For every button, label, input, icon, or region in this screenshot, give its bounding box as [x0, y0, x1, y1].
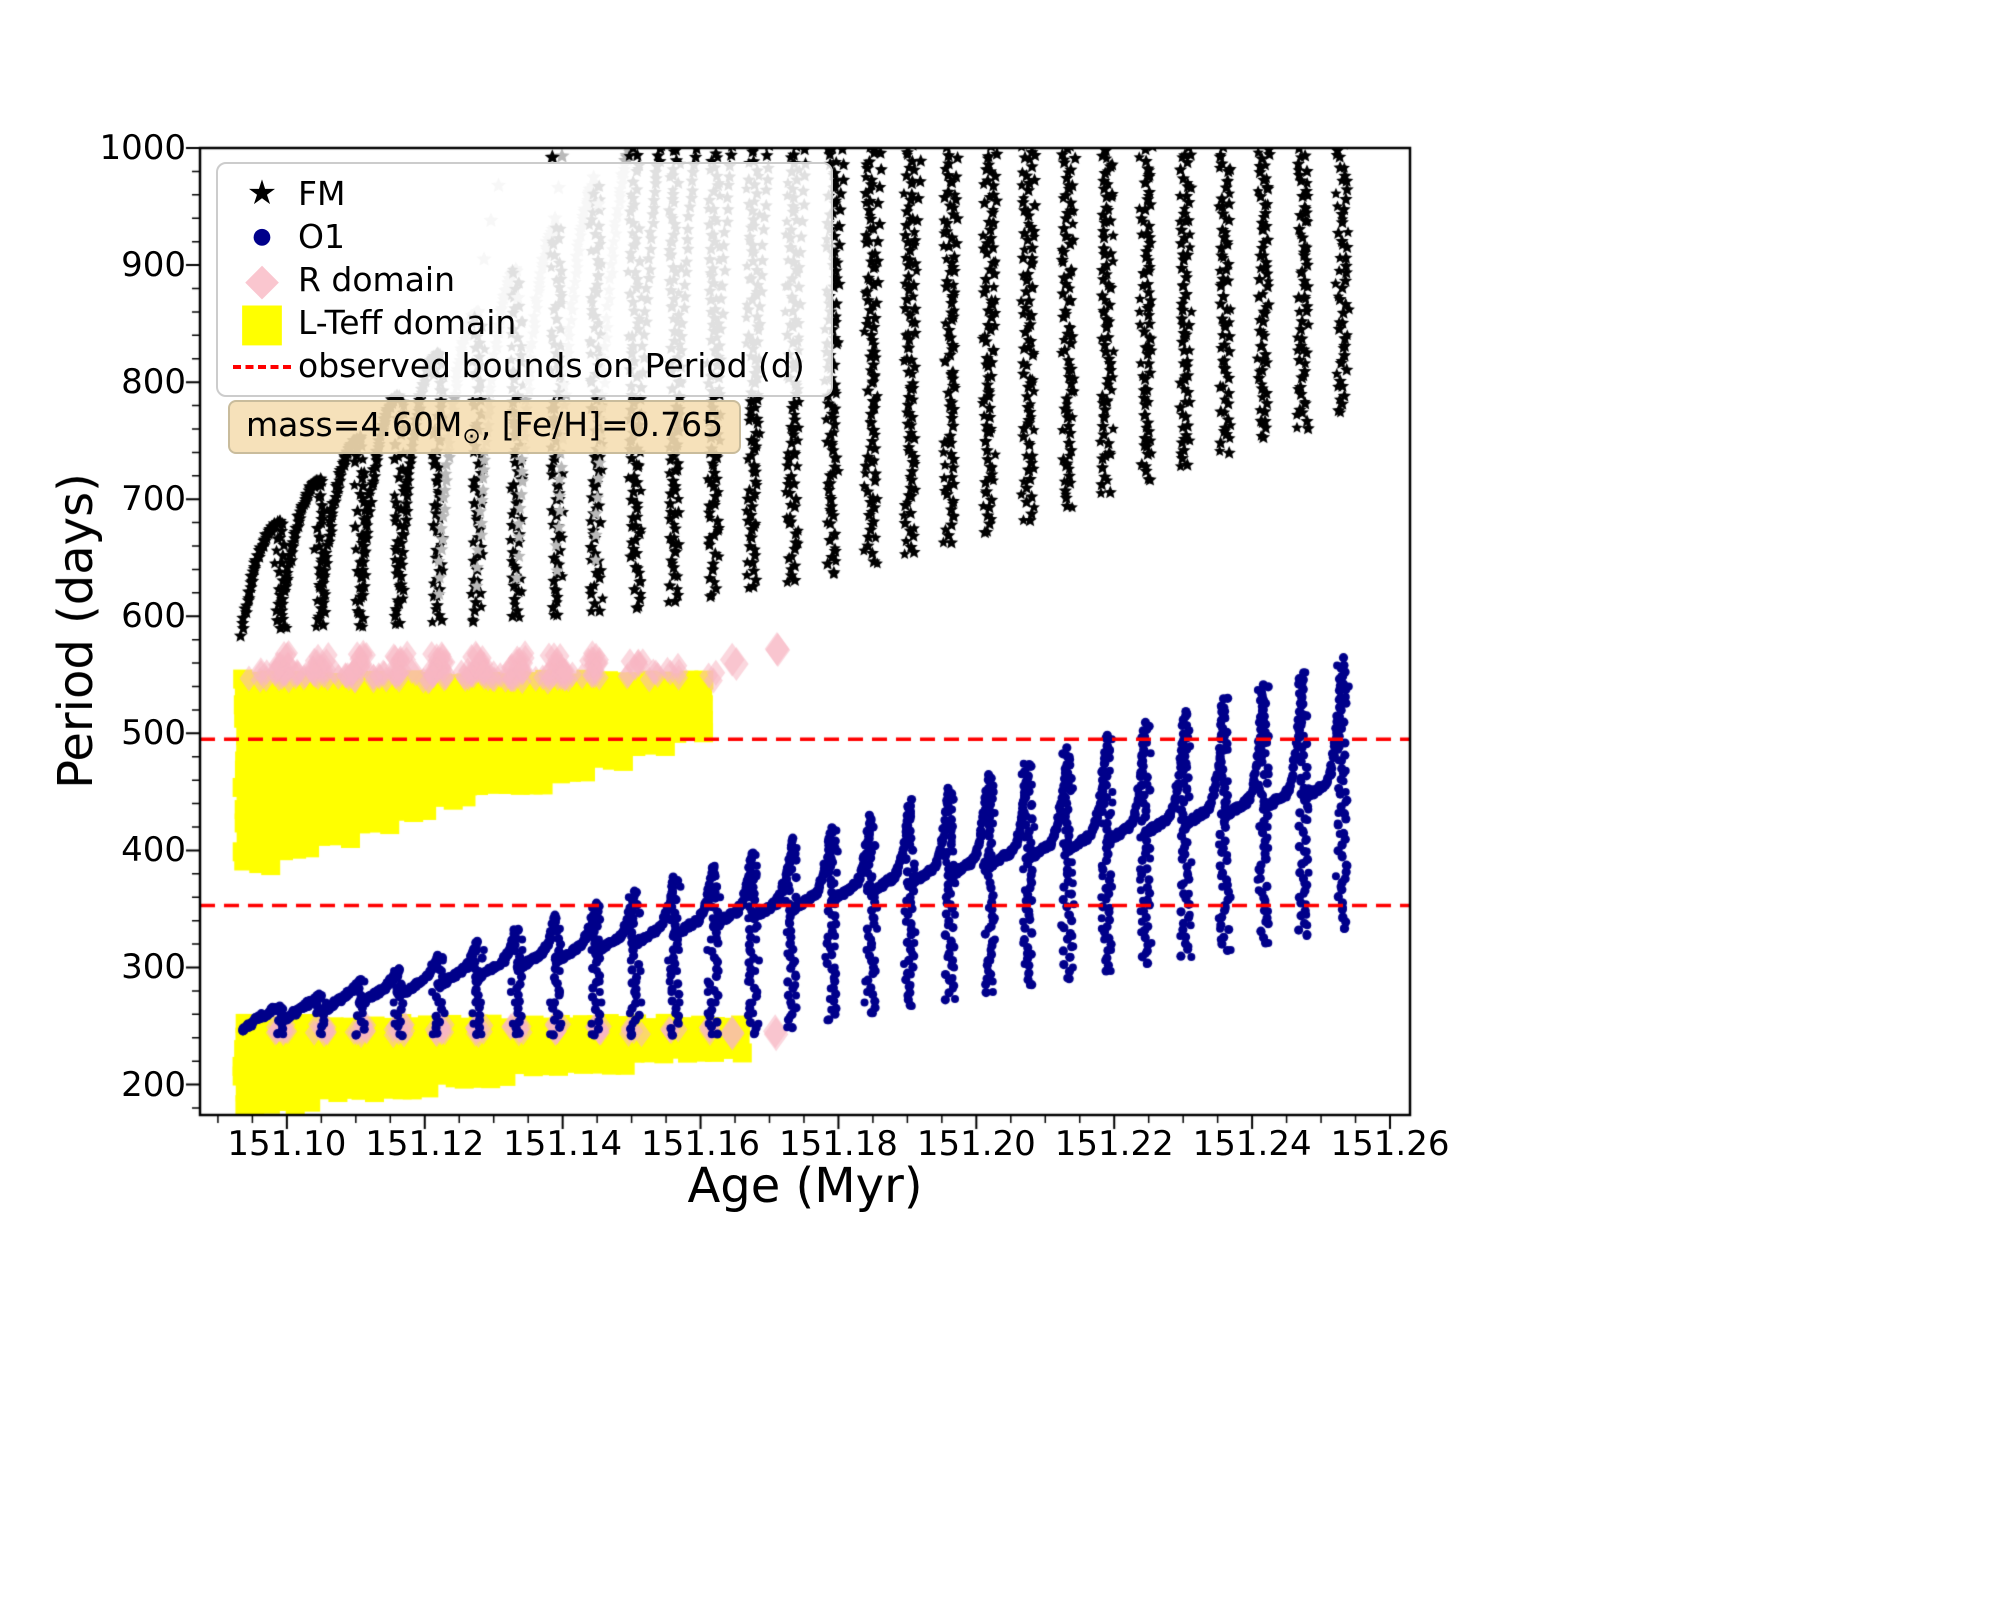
legend-label: O1: [298, 217, 345, 256]
legend-label: observed bounds on Period (d): [298, 346, 805, 385]
x-tick-label: 151.22: [1054, 1124, 1174, 1164]
y-tick-label: 400: [121, 830, 186, 871]
y-axis-title: Period (days): [48, 473, 104, 789]
x-tick-label: 151.12: [365, 1124, 485, 1164]
y-tick-label: 200: [121, 1064, 186, 1105]
annotation-text: mass=4.60M⊙, [Fe/H]=0.765: [246, 405, 724, 449]
y-tick-label: 600: [121, 596, 186, 637]
x-tick-label: 151.16: [641, 1124, 761, 1164]
square-icon: ■: [237, 292, 287, 352]
dashed-line-icon: [226, 344, 298, 387]
y-tick-label: 900: [121, 245, 186, 286]
legend-label: FM: [298, 174, 346, 213]
x-axis-title: Age (Myr): [687, 1158, 923, 1214]
y-tick-label: 1000: [99, 128, 186, 168]
x-tick-label: 151.10: [227, 1124, 347, 1164]
x-tick-label: 151.20: [916, 1124, 1036, 1164]
legend-label: L-Teff domain: [298, 303, 517, 342]
y-tick-label: 500: [121, 713, 186, 754]
dot-icon: ●: [252, 224, 272, 249]
y-tick-label: 700: [121, 479, 186, 520]
legend-item-2: ◆ R domain: [226, 254, 805, 305]
x-tick-label: 151.18: [778, 1124, 898, 1164]
y-tick-label: 300: [121, 947, 186, 988]
legend-item-3: ■ L-Teff domain: [226, 292, 805, 352]
x-tick-label: 151.26: [1330, 1124, 1450, 1164]
x-tick-label: 151.14: [503, 1124, 623, 1164]
x-tick-label: 151.24: [1192, 1124, 1312, 1164]
legend-item-0: ★ FM: [226, 172, 805, 215]
annotation-box: mass=4.60M⊙, [Fe/H]=0.765: [228, 400, 742, 454]
star-icon: ★: [246, 173, 278, 213]
legend-item-4: observed bounds on Period (d): [226, 344, 805, 387]
legend-label: R domain: [298, 260, 456, 299]
diamond-icon: ◆: [245, 254, 279, 305]
y-tick-label: 800: [121, 362, 186, 403]
legend: ★ FM ● O1 ◆ R domain ■ L-Teff domain observed bo…: [216, 162, 833, 397]
legend-item-1: ● O1: [226, 215, 805, 258]
